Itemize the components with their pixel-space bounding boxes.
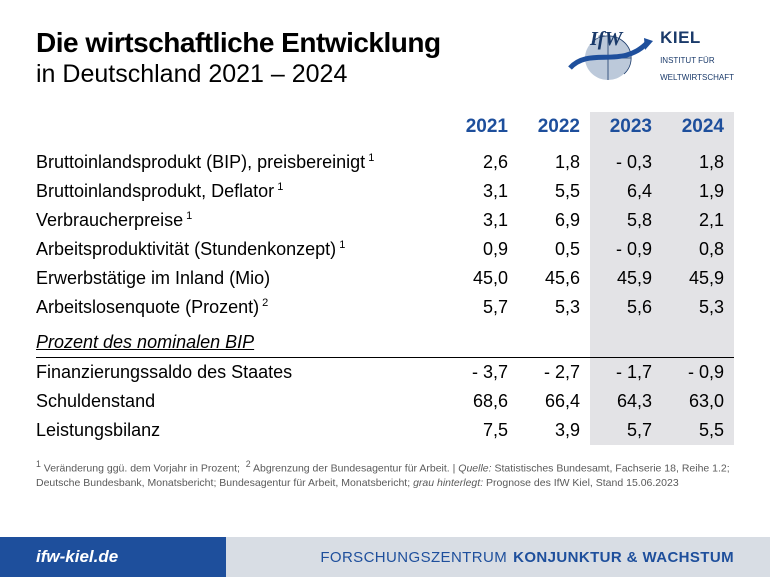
- cell: 5,8: [590, 206, 662, 235]
- cell: 5,5: [662, 416, 734, 445]
- logo-subtitle-1: INSTITUT FÜR: [660, 48, 734, 65]
- table-row: Bruttoinlandsprodukt, Deflator 13,15,56,…: [36, 177, 734, 206]
- cell: 3,9: [518, 416, 590, 445]
- svg-text:IfW: IfW: [589, 28, 623, 50]
- logo-kiel-text: KIEL: [660, 28, 734, 48]
- table-row: Finanzierungssaldo des Staates- 3,7- 2,7…: [36, 358, 734, 388]
- footer-right-light: FORSCHUNGSZENTRUM: [320, 549, 507, 566]
- footer-right: FORSCHUNGSZENTRUM KONJUNKTUR & WACHSTUM: [226, 537, 770, 577]
- cell: - 0,9: [662, 358, 734, 388]
- row-label: Erwerbstätige im Inland (Mio): [36, 264, 446, 293]
- cell: 63,0: [662, 387, 734, 416]
- title-line-1: Die wirtschaftliche Entwicklung: [36, 28, 441, 59]
- cell: 0,8: [662, 235, 734, 264]
- footnotes: 1 Veränderung ggü. dem Vorjahr in Prozen…: [0, 445, 770, 490]
- cell: 5,7: [446, 293, 518, 322]
- footer-right-bold: KONJUNKTUR & WACHSTUM: [513, 549, 734, 566]
- footer-url: ifw-kiel.de: [0, 537, 226, 577]
- cell: 66,4: [518, 387, 590, 416]
- ifw-logo-mark: IfW: [564, 28, 654, 86]
- year-header-2023: 2023: [590, 112, 662, 148]
- title-line-2: in Deutschland 2021 – 2024: [36, 59, 441, 90]
- cell: - 1,7: [590, 358, 662, 388]
- cell: 64,3: [590, 387, 662, 416]
- cell: 1,8: [518, 148, 590, 177]
- quelle-label: Quelle:: [458, 463, 491, 475]
- data-table: 2021202220232024 Bruttoinlandsprodukt (B…: [36, 112, 734, 445]
- cell: 45,6: [518, 264, 590, 293]
- row-label: Bruttoinlandsprodukt (BIP), preisbereini…: [36, 148, 446, 177]
- cell: 5,3: [662, 293, 734, 322]
- row-label: Bruttoinlandsprodukt, Deflator 1: [36, 177, 446, 206]
- row-label: Verbraucherpreise 1: [36, 206, 446, 235]
- year-header-2024: 2024: [662, 112, 734, 148]
- cell: 45,9: [662, 264, 734, 293]
- table-row: Arbeitsproduktivität (Stundenkonzept) 10…: [36, 235, 734, 264]
- cell: 2,1: [662, 206, 734, 235]
- cell: 0,5: [518, 235, 590, 264]
- section-title: Prozent des nominalen BIP: [36, 322, 446, 358]
- cell: - 3,7: [446, 358, 518, 388]
- title-block: Die wirtschaftliche Entwicklung in Deuts…: [36, 28, 441, 90]
- cell: 5,6: [590, 293, 662, 322]
- cell: 7,5: [446, 416, 518, 445]
- cell: 6,4: [590, 177, 662, 206]
- grau-text: Prognose des IfW Kiel, Stand 15.06.2023: [486, 477, 679, 489]
- cell: 5,5: [518, 177, 590, 206]
- cell: 45,9: [590, 264, 662, 293]
- table-row: Arbeitslosenquote (Prozent) 25,75,35,65,…: [36, 293, 734, 322]
- row-label: Leistungsbilanz: [36, 416, 446, 445]
- cell: 6,9: [518, 206, 590, 235]
- cell: 68,6: [446, 387, 518, 416]
- row-label: Finanzierungssaldo des Staates: [36, 358, 446, 388]
- cell: 1,8: [662, 148, 734, 177]
- cell: 5,3: [518, 293, 590, 322]
- footnote-2: Abgrenzung der Bundesagentur für Arbeit.: [253, 463, 450, 475]
- logo-subtitle-2: WELTWIRTSCHAFT: [660, 65, 734, 82]
- cell: 3,1: [446, 177, 518, 206]
- year-header-2021: 2021: [446, 112, 518, 148]
- cell: - 0,3: [590, 148, 662, 177]
- row-label: Schuldenstand: [36, 387, 446, 416]
- ifw-logo: IfW KIEL INSTITUT FÜR WELTWIRTSCHAFT: [564, 28, 734, 86]
- table-row: Erwerbstätige im Inland (Mio)45,045,645,…: [36, 264, 734, 293]
- cell: - 0,9: [590, 235, 662, 264]
- cell: 45,0: [446, 264, 518, 293]
- table-row: Verbraucherpreise 13,16,95,82,1: [36, 206, 734, 235]
- row-label: Arbeitslosenquote (Prozent) 2: [36, 293, 446, 322]
- cell: 1,9: [662, 177, 734, 206]
- cell: 2,6: [446, 148, 518, 177]
- footer: ifw-kiel.de FORSCHUNGSZENTRUM KONJUNKTUR…: [0, 537, 770, 577]
- row-label: Arbeitsproduktivität (Stundenkonzept) 1: [36, 235, 446, 264]
- cell: 5,7: [590, 416, 662, 445]
- cell: 0,9: [446, 235, 518, 264]
- header-empty: [36, 112, 446, 148]
- cell: - 2,7: [518, 358, 590, 388]
- table-row: Schuldenstand68,666,464,363,0: [36, 387, 734, 416]
- cell: 3,1: [446, 206, 518, 235]
- footnote-1: Veränderung ggü. dem Vorjahr in Prozent;: [44, 463, 240, 475]
- year-header-2022: 2022: [518, 112, 590, 148]
- grau-label: grau hinterlegt:: [413, 477, 483, 489]
- table-row: Leistungsbilanz7,53,95,75,5: [36, 416, 734, 445]
- table-row: Bruttoinlandsprodukt (BIP), preisbereini…: [36, 148, 734, 177]
